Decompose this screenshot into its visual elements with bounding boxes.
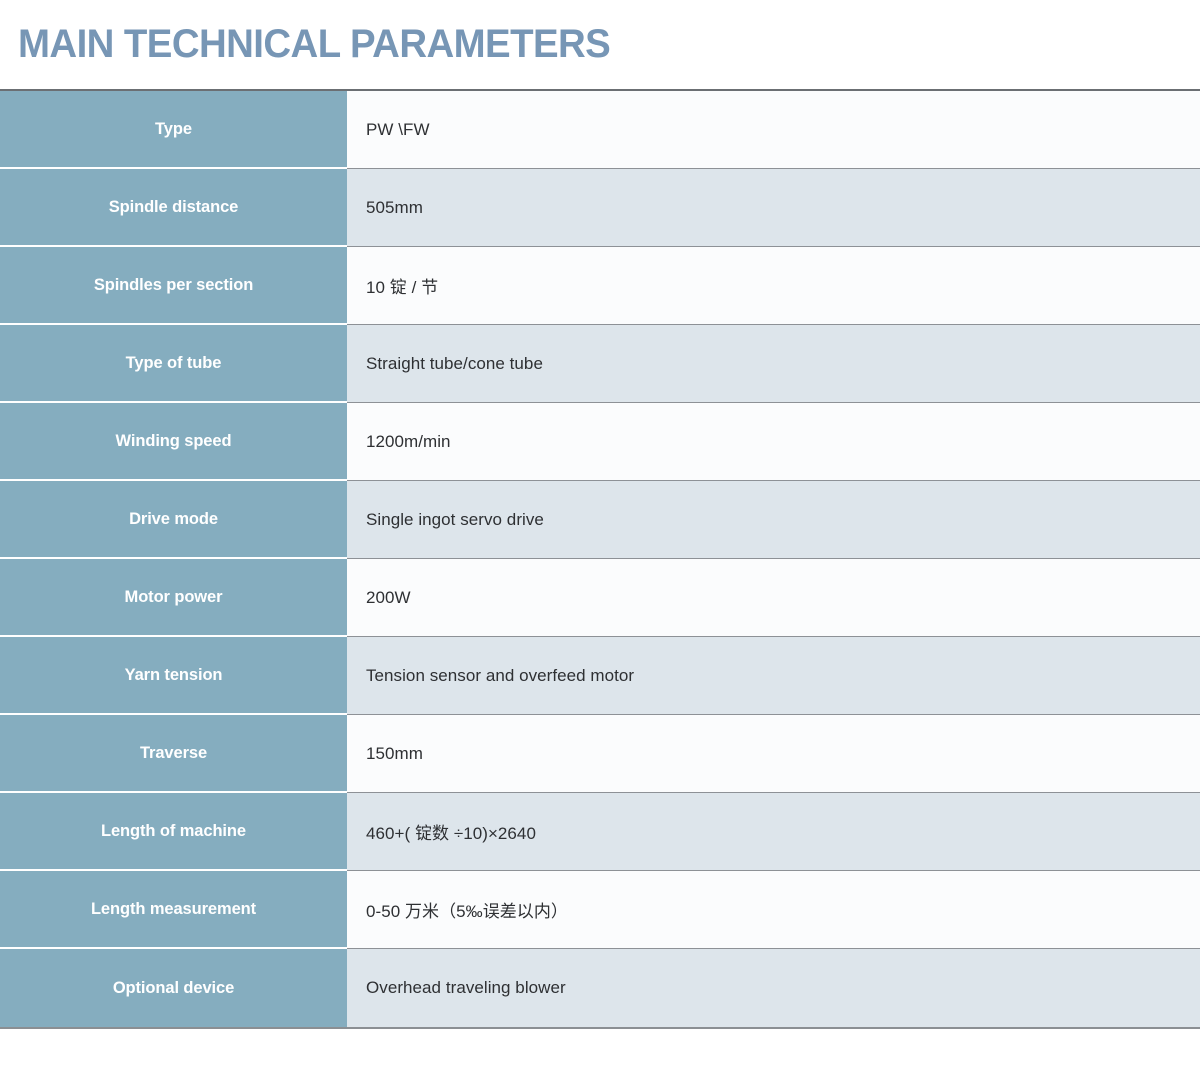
- parameter-label: Length of machine: [0, 793, 347, 871]
- parameter-value: Straight tube/cone tube: [347, 325, 1200, 403]
- parameter-value: Overhead traveling blower: [347, 949, 1200, 1027]
- parameter-label: Traverse: [0, 715, 347, 793]
- table-row: Length of machine 460+( 锭数 ÷10)×2640: [0, 793, 1200, 871]
- parameter-value: 460+( 锭数 ÷10)×2640: [347, 793, 1200, 871]
- parameter-label: Spindle distance: [0, 169, 347, 247]
- parameter-label: Spindles per section: [0, 247, 347, 325]
- parameter-value: 150mm: [347, 715, 1200, 793]
- parameter-label: Motor power: [0, 559, 347, 637]
- parameter-value: PW \FW: [347, 91, 1200, 169]
- parameter-value: 0-50 万米（5‰误差以内）: [347, 871, 1200, 949]
- table-row: Type of tube Straight tube/cone tube: [0, 325, 1200, 403]
- table-row: Winding speed 1200m/min: [0, 403, 1200, 481]
- table-row: Drive mode Single ingot servo drive: [0, 481, 1200, 559]
- parameter-value: Tension sensor and overfeed motor: [347, 637, 1200, 715]
- parameter-value: 10 锭 / 节: [347, 247, 1200, 325]
- table-row: Yarn tension Tension sensor and overfeed …: [0, 637, 1200, 715]
- parameter-label: Optional device: [0, 949, 347, 1027]
- parameter-label: Type of tube: [0, 325, 347, 403]
- parameter-label: Length measurement: [0, 871, 347, 949]
- parameter-value: 1200m/min: [347, 403, 1200, 481]
- parameter-label: Winding speed: [0, 403, 347, 481]
- table-row: Traverse 150mm: [0, 715, 1200, 793]
- parameter-label: Yarn tension: [0, 637, 347, 715]
- table-row: Type PW \FW: [0, 91, 1200, 169]
- table-row: Length measurement 0-50 万米（5‰误差以内）: [0, 871, 1200, 949]
- table-row: Optional device Overhead traveling blower: [0, 949, 1200, 1027]
- specifications-table: Type PW \FW Spindle distance 505mm Spindles …: [0, 89, 1200, 1029]
- table-row: Motor power 200W: [0, 559, 1200, 637]
- parameter-label: Drive mode: [0, 481, 347, 559]
- parameter-label: Type: [0, 91, 347, 169]
- table-row: Spindle distance 505mm: [0, 169, 1200, 247]
- parameter-value: Single ingot servo drive: [347, 481, 1200, 559]
- table-row: Spindles per section 10 锭 / 节: [0, 247, 1200, 325]
- parameter-value: 505mm: [347, 169, 1200, 247]
- parameter-value: 200W: [347, 559, 1200, 637]
- page-title: MAIN TECHNICAL PARAMETERS: [18, 22, 611, 66]
